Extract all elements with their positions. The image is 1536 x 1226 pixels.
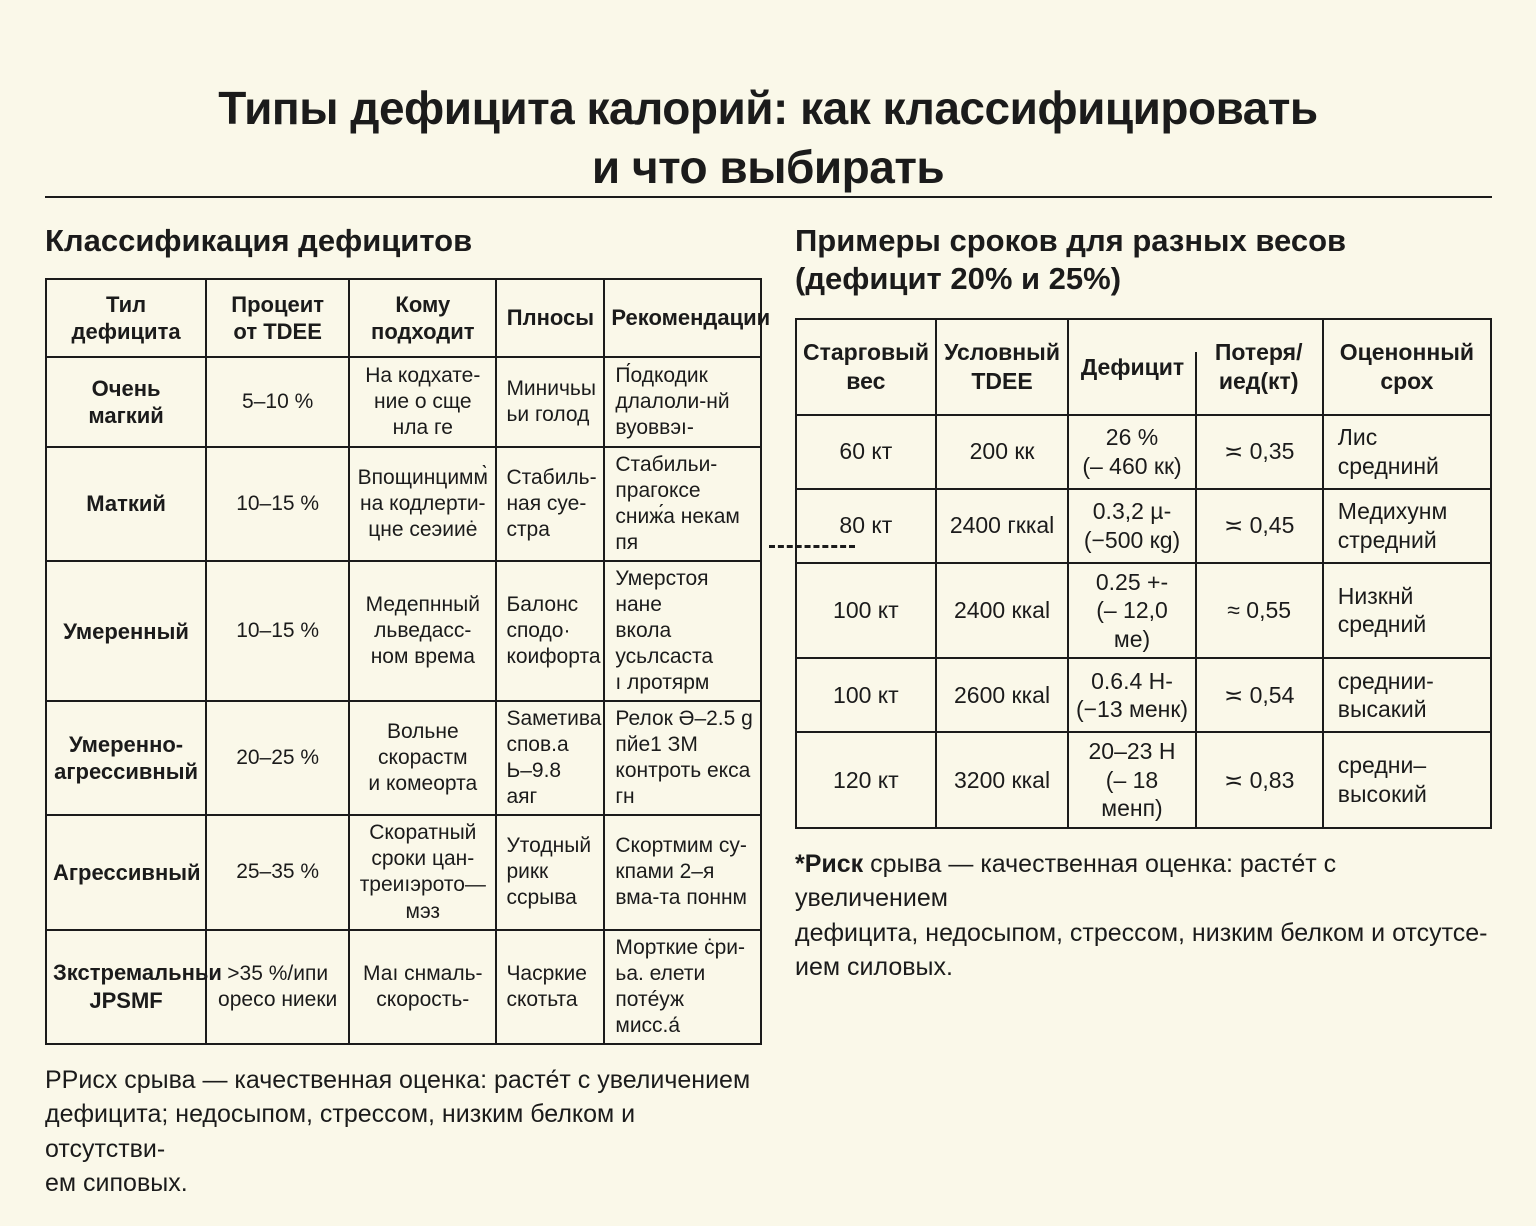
table-cell: Морткие ċри- ьа. елети потéуж мисс.а́ xyxy=(603,928,762,1045)
table-row: Умеренно- агрессивный 20–25 % Вольне ско… xyxy=(44,700,762,817)
table-cell: средни– высокий xyxy=(1321,731,1493,829)
table-row: 60 кт 200 кк 26 % (– 460 кк) ≍ 0,35 Лис … xyxy=(795,413,1493,490)
table-cell: Умеренно- агрессивный xyxy=(44,700,208,817)
classification-footnote: РРисх срыва — качественная оценка: расте… xyxy=(45,1065,751,1198)
table-cell: 120 кт xyxy=(795,731,937,829)
table-cell: Скоратный сроки цан- треиıэрото— мэз xyxy=(348,814,498,931)
table-cell: 80 кт xyxy=(795,487,937,564)
examples-footnote-bold: *Риск xyxy=(795,849,864,878)
table-cell: среднии- высакий xyxy=(1321,657,1493,734)
column-header: Старговый вес xyxy=(795,318,937,416)
table-cell: 3200 ккаl xyxy=(934,731,1070,829)
table-row: 120 кт 3200 ккаl 20–23 Н (– 18 менп) ≍ 0… xyxy=(795,731,1493,829)
table-cell: ≍ 0,45 xyxy=(1194,487,1324,564)
table-cell: 0.25 +- (– 12,0 ме) xyxy=(1067,561,1197,660)
table-cell: Вольне скорастм и комеорта xyxy=(348,700,498,817)
title-divider xyxy=(45,196,1492,198)
table-cell: Очень магкий xyxy=(44,356,208,448)
table-cell: Стабиль- ная суе- стра xyxy=(495,445,606,563)
column-header: Оценонный срох xyxy=(1321,318,1493,416)
table-cell: Медихунм стредний xyxy=(1321,487,1493,564)
classification-heading: Классификация дефицитов xyxy=(45,223,473,258)
header-row: Тил дефицита Процеит от TDEE Кому подход… xyxy=(44,278,770,358)
column-header: Процеит от TDEE xyxy=(205,278,351,358)
table-cell: 10–15 % xyxy=(205,445,351,563)
table-row: Умеренный 10–15 % Медепнный льведасс- но… xyxy=(44,560,762,703)
table-cell: ≈ 0,55 xyxy=(1194,561,1324,660)
table-cell: Медепнный льведасс- ном врема xyxy=(348,560,498,703)
column-header: Плносы xyxy=(495,278,606,358)
table-cell: 5–10 % xyxy=(205,356,351,448)
table-cell: Маı снмаль- скорость- xyxy=(348,928,498,1045)
table-row: 80 кт 2400 гккаl 0.3,2 µ- (−500 кg) ≍ 0,… xyxy=(795,487,1493,564)
table-cell: 200 кк xyxy=(934,413,1070,490)
table-cell: 20–25 % xyxy=(205,700,351,817)
table-cell: Миничьы ьи голод xyxy=(495,356,606,448)
table-cell: 0.3,2 µ- (−500 кg) xyxy=(1067,487,1197,564)
table-cell: Маткий xyxy=(44,445,208,563)
table-cell: 20–23 Н (– 18 менп) xyxy=(1067,731,1197,829)
table-cell: Лис среднинй xyxy=(1321,413,1493,490)
table-cell: Агрессивный xyxy=(44,814,208,931)
examples-table: Старговый вес Условный TDEE Дефицит Поте… xyxy=(795,318,1493,829)
column-header: Потеря/ иед(кт) xyxy=(1195,318,1324,416)
header-row: Старговый вес Условный TDEE Дефицит Поте… xyxy=(795,318,1493,416)
table-cell: На кодхате- ние о сще нла ге xyxy=(348,356,498,448)
table-cell: 26 % (– 460 кк) xyxy=(1067,413,1197,490)
table-cell: 60 кт xyxy=(795,413,937,490)
table-cell: Релок Ə–2.5 g пйе1 ЗМ контроть екса гн xyxy=(603,700,762,817)
table-cell: Умеренный xyxy=(44,560,208,703)
table-cell: 2400 гккаl xyxy=(934,487,1070,564)
table-cell: Балонс сподо· коифорта xyxy=(495,560,606,703)
partial-divider-line xyxy=(1194,351,1197,414)
table-cell: Скортмим су- кпами 2–я вма-та поннм xyxy=(603,814,762,931)
table-cell: 0.6.4 Н- (−13 менк) xyxy=(1067,657,1197,734)
column-header: Тил дефицита xyxy=(44,278,208,358)
classification-table: Тил дефицита Процеит от TDEE Кому подход… xyxy=(44,278,770,1045)
table-cell: >35 %/ипи оресо ниеки xyxy=(205,928,351,1045)
table-row: Зкстремальньи JPSMF >35 %/ипи оресо ниек… xyxy=(44,928,762,1045)
table-row: 100 кт 2600 ккаl 0.6.4 Н- (−13 менк) ≍ 0… xyxy=(795,657,1493,734)
table-cell: Ѕаметива спов.а Ь–9.8 аяг xyxy=(495,700,606,817)
table-cell: Утодный рикк ссрыва xyxy=(495,814,606,931)
column-header: Условный TDEE xyxy=(934,318,1070,416)
table-cell: Зкстремальньи JPSMF xyxy=(44,928,222,1045)
table-cell: Низкнй средний xyxy=(1321,561,1493,660)
table-cell: 2400 ккаl xyxy=(934,561,1070,660)
table-cell: ≍ 0,54 xyxy=(1194,657,1324,734)
examples-footnote: *Риск срыва — качественная оценка: расте… xyxy=(795,847,1492,985)
examples-heading: Примеры сроков для разных весов (дефицит… xyxy=(795,223,1347,297)
classification-section: Классификация дефицитов Тил дефицита Про… xyxy=(44,218,770,1226)
column-header: Кому подходит xyxy=(348,278,498,358)
column-header-label: Дефицит xyxy=(1080,353,1185,380)
table-cell: 100 кт xyxy=(795,561,937,660)
table-cell: Стабильи- прагоксе сниж́а некам пя xyxy=(603,445,762,563)
table-cell: ≍ 0,83 xyxy=(1194,731,1324,829)
examples-footnote-rest: срыва — качественная оценка: расте́т с у… xyxy=(795,849,1488,982)
table-row: Очень магкий 5–10 % На кодхате- ние о сщ… xyxy=(44,356,762,448)
column-header: Дефицит xyxy=(1067,318,1197,416)
table-row: Агрессивный 25–35 % Скоратный сроки цан-… xyxy=(44,814,762,931)
table-cell: Умерстоя нане вкола усьлсаста ı лротярм xyxy=(603,560,762,703)
table-cell: ≍ 0,35 xyxy=(1194,413,1324,490)
dashed-line-artifact xyxy=(769,545,855,548)
table-cell: Часркие скотьта xyxy=(495,928,606,1045)
table-row: Маткий 10–15 % Впощинцимм̀ на кодлерти- … xyxy=(44,445,762,563)
table-cell: 2600 ккаl xyxy=(934,657,1070,734)
examples-section: Примеры сроков для разных весов (дефицит… xyxy=(769,218,1493,1010)
table-row: 100 кт 2400 ккаl 0.25 +- (– 12,0 ме) ≈ 0… xyxy=(795,561,1493,660)
table-cell: П́одкодик длалоли-нй вуоввэı- xyxy=(603,356,762,448)
table-cell: 100 кт xyxy=(795,657,937,734)
table-cell: 25–35 % xyxy=(205,814,351,931)
column-header: Рекомендации xyxy=(603,278,770,358)
table-cell: Впощинцимм̀ на кодлерти- цне сеэииė xyxy=(348,445,498,563)
table-cell: 10–15 % xyxy=(205,560,351,703)
page-title: Типы дефицита калорий: как классифициров… xyxy=(218,81,1318,193)
